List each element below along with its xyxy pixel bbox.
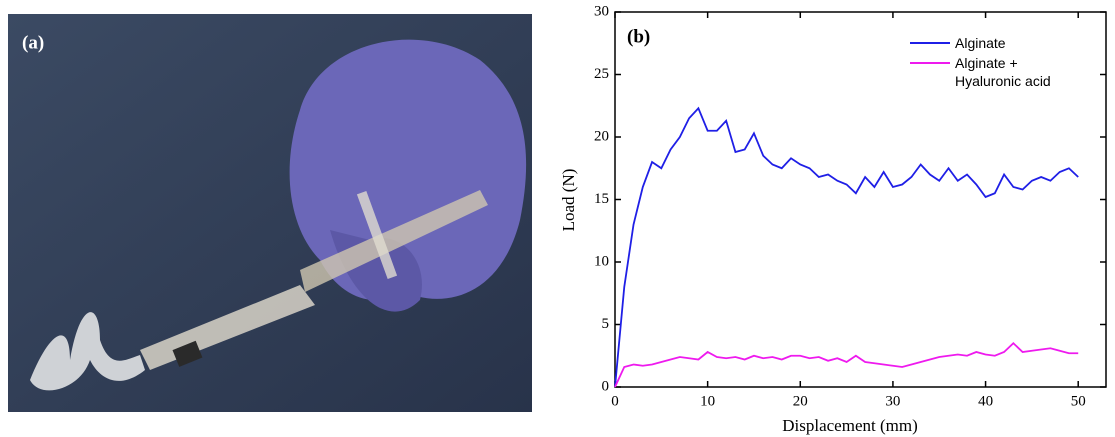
x-tick-label: 30: [885, 393, 900, 409]
y-tick-label: 0: [602, 378, 610, 394]
x-tick-label: 10: [700, 393, 715, 409]
y-tick-label: 25: [594, 66, 609, 82]
x-tick-label: 50: [1071, 393, 1086, 409]
x-axis-title: Displacement (mm): [782, 416, 918, 435]
legend-swatch: [910, 62, 950, 64]
legend-swatch: [910, 42, 950, 44]
legend-label: Alginate + Hyaluronic acid: [955, 55, 1051, 89]
panel-label: (a): [22, 32, 44, 53]
y-tick-label: 15: [594, 191, 609, 207]
legend-item: Alginate: [910, 34, 1085, 52]
data-line: [614, 106, 1079, 388]
y-tick-label: 10: [594, 253, 609, 269]
panel-label: (b): [627, 26, 650, 47]
y-axis-title: Load (N): [559, 169, 578, 232]
legend-label: Alginate: [955, 35, 1006, 51]
y-tick-label: 20: [594, 128, 609, 144]
y-tick-label: 5: [602, 316, 610, 332]
x-tick-label: 20: [793, 393, 808, 409]
x-tick-label: 40: [978, 393, 993, 409]
photo: [8, 14, 532, 412]
legend: Alginate Alginate + Hyaluronic acid: [910, 34, 1085, 92]
data-line: [614, 342, 1079, 388]
x-tick-label: 0: [611, 393, 619, 409]
legend-item: Alginate + Hyaluronic acid: [910, 54, 1085, 90]
y-tick-label: 30: [594, 3, 609, 19]
